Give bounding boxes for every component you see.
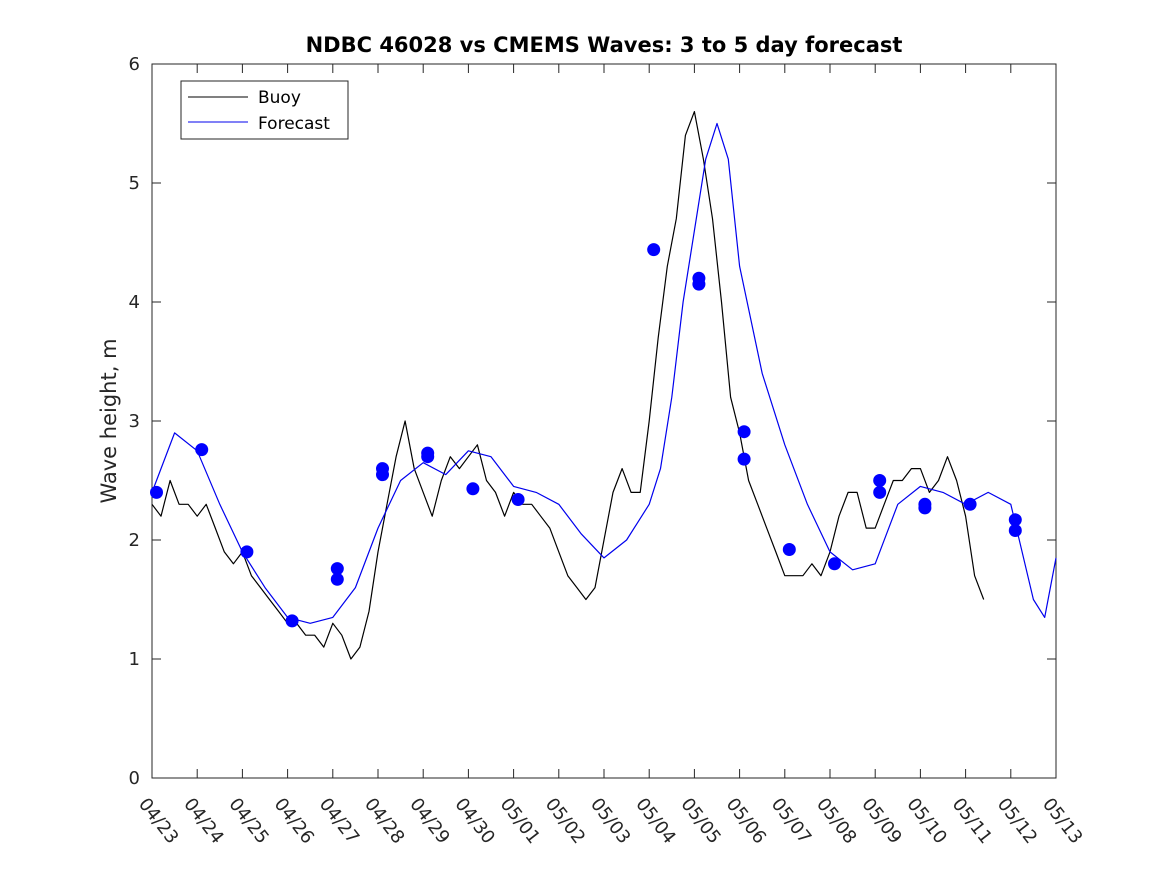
x-tick-label: 04/30 <box>450 794 498 848</box>
forecast-marker <box>330 562 344 576</box>
forecast-marker <box>150 485 163 499</box>
chart-title: NDBC 46028 vs CMEMS Waves: 3 to 5 day fo… <box>306 33 903 57</box>
forecast-marker <box>1008 524 1022 537</box>
x-tick-label: 05/13 <box>1038 794 1086 848</box>
legend-label-buoy: Buoy <box>258 88 301 108</box>
forecast-marker-layer <box>150 243 1022 628</box>
x-tick-label: 05/04 <box>631 794 679 848</box>
y-axis-label: Wave height, m <box>97 338 121 503</box>
x-tick-label: 05/12 <box>993 794 1041 848</box>
forecast-marker <box>195 443 209 457</box>
forecast-marker <box>511 493 525 506</box>
y-tick-label: 2 <box>129 530 140 551</box>
y-tick-label: 6 <box>129 54 140 75</box>
x-tick-label: 04/26 <box>270 794 318 848</box>
forecast-marker <box>963 497 977 511</box>
forecast-marker <box>873 474 887 487</box>
plot-area-frame <box>151 63 1057 779</box>
forecast-marker <box>828 557 841 571</box>
x-tick-label: 05/07 <box>767 794 815 848</box>
y-tick-label: 0 <box>129 768 140 789</box>
x-tick-label: 05/05 <box>676 794 724 848</box>
forecast-marker <box>1008 513 1022 527</box>
x-tick-label: 04/24 <box>179 794 227 848</box>
y-tick-label: 5 <box>129 173 140 194</box>
forecast-marker <box>421 450 435 464</box>
x-tick-label: 05/03 <box>586 794 634 848</box>
forecast-marker <box>647 243 661 257</box>
x-tick-label: 05/06 <box>722 794 770 848</box>
y-tick-label: 1 <box>129 649 140 670</box>
y-tick-label: 4 <box>129 292 140 313</box>
forecast-marker <box>737 452 751 466</box>
x-tick-label: 04/29 <box>405 794 453 848</box>
x-tick-label: 04/25 <box>224 794 272 848</box>
x-tick-label: 05/02 <box>541 794 589 848</box>
x-tick-label: 04/23 <box>134 794 182 848</box>
forecast-marker <box>782 543 796 556</box>
legend-box <box>180 80 349 140</box>
forecast-marker <box>330 572 344 586</box>
forecast-marker <box>466 482 480 496</box>
x-tick-labels: 04/2304/2404/2504/2604/2704/2804/2904/30… <box>134 794 1086 848</box>
forecast-marker <box>737 425 751 439</box>
legend-label-forecast: Forecast <box>258 114 330 134</box>
x-tick-label: 05/09 <box>857 794 905 848</box>
legend: Buoy Forecast <box>180 80 349 140</box>
forecast-marker <box>285 614 299 628</box>
y-tick-label: 3 <box>129 411 140 432</box>
x-tick-label: 05/11 <box>948 794 996 848</box>
x-tick-label: 05/08 <box>812 794 860 848</box>
x-tick-label: 05/01 <box>496 794 544 848</box>
forecast-marker <box>918 501 932 515</box>
forecast-marker <box>376 468 389 482</box>
x-tick-label: 04/27 <box>315 794 363 848</box>
y-tick-labels: 0 1 2 3 4 5 6 <box>129 54 140 789</box>
forecast-marker <box>692 277 706 291</box>
axis-ticks <box>151 63 1057 779</box>
x-tick-label: 04/28 <box>360 794 408 848</box>
series-line-forecast <box>151 122 1057 624</box>
forecast-marker <box>873 485 887 499</box>
x-tick-label: 05/10 <box>902 794 950 848</box>
forecast-marker <box>240 545 254 559</box>
